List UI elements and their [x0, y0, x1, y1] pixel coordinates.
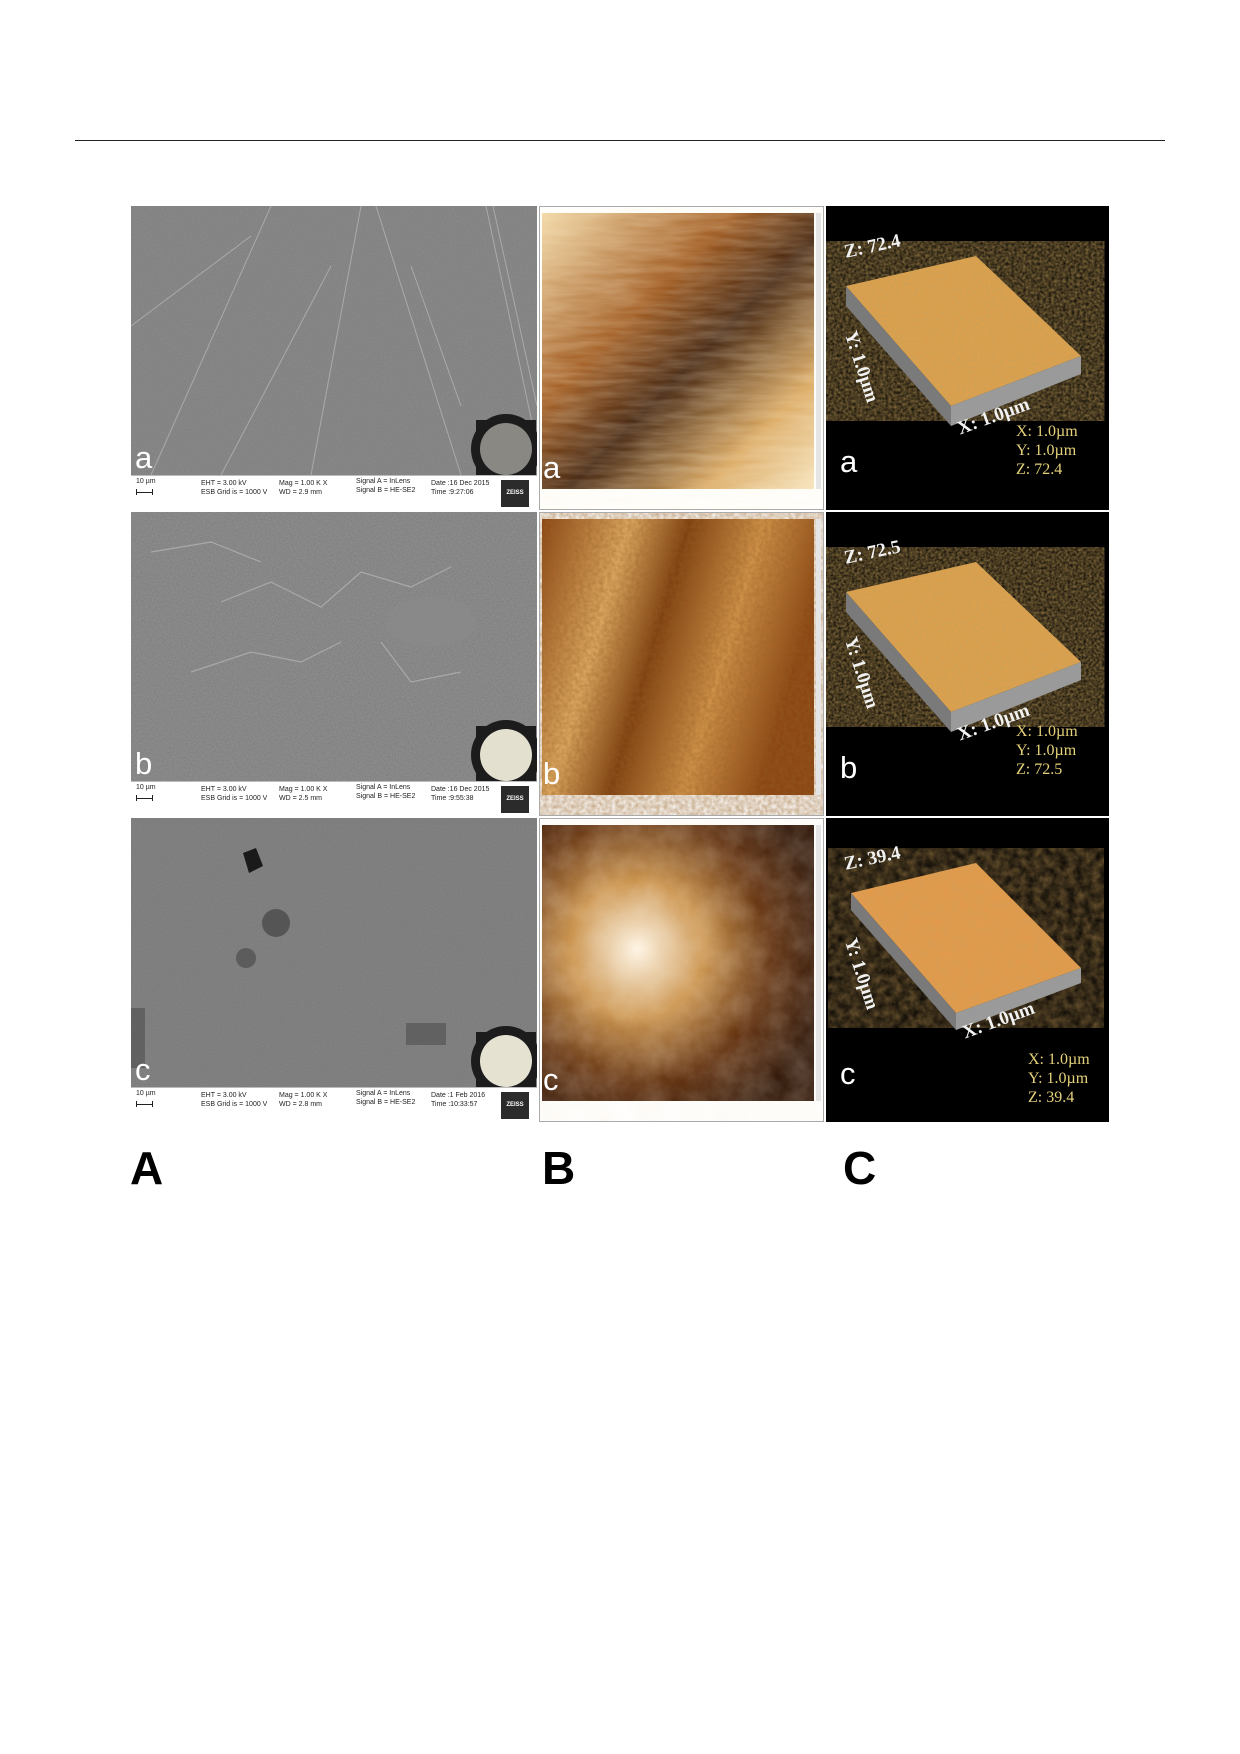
sem-signal-a: Signal A = InLens — [356, 1090, 411, 1097]
sem-date: Date :16 Dec 2015 — [431, 786, 490, 793]
y-readout: Y: 1.0µm — [1016, 442, 1077, 459]
column-label-A: A — [130, 1142, 164, 1194]
panel-label-sem-a: a — [135, 440, 153, 475]
zeiss-logo: ZEISS — [501, 480, 529, 507]
panel-label-3d-b: b — [840, 750, 858, 785]
surface3d-plot-b — [846, 562, 1081, 732]
sem-info-bar-c: 10 µm EHT = 3.00 kV ESB Grid is = 1000 V… — [131, 1087, 537, 1122]
scale-bar-icon — [136, 795, 153, 801]
sem-signal-b: Signal B = HE-SE2 — [356, 793, 416, 800]
y-readout: Y: 1.0µm — [1016, 742, 1077, 759]
sem-scale-text: 10 µm — [136, 784, 156, 791]
sem-micrograph-c — [131, 818, 537, 1087]
xyz-readout: X: 1.0µm Y: 1.0µm Z: 39.4 — [1028, 1050, 1090, 1107]
sem-info-bar-a: 10 µm EHT = 3.00 kV ESB Grid is = 1000 V… — [131, 475, 537, 510]
sem-signal-a: Signal A = InLens — [356, 784, 411, 791]
sample-disk-c — [480, 1035, 532, 1087]
afm-panel-a: a — [539, 206, 824, 510]
sem-scale-text: 10 µm — [136, 1090, 156, 1097]
sem-panel-a: a 10 µm EHT = 3.00 kV ESB Grid is = 1000… — [131, 206, 537, 510]
panel-label-afm-c: c — [543, 1062, 559, 1097]
sem-info-bar-b: 10 µm EHT = 3.00 kV ESB Grid is = 1000 V… — [131, 781, 537, 816]
sem-time: Time :10:33:57 — [431, 1101, 478, 1108]
afm-height-map-c — [542, 825, 821, 1101]
sem-signal-b: Signal B = HE-SE2 — [356, 487, 416, 494]
sem-wd: WD = 2.5 mm — [279, 795, 322, 802]
sem-mag: Mag = 1.00 K X — [279, 480, 328, 487]
header-rule — [75, 140, 1165, 141]
surface3d-panel-c: Z: 39.4 Y: 1.0µm X: 1.0µm X: 1.0µm Y: 1.… — [826, 818, 1109, 1122]
surface3d-plot-c — [851, 863, 1081, 1030]
sem-eht: EHT = 3.00 kV — [201, 1092, 247, 1099]
sem-esb: ESB Grid is = 1000 V — [201, 489, 268, 496]
xyz-readout: X: 1.0µm Y: 1.0µm Z: 72.4 — [1016, 422, 1078, 479]
panel-label-3d-c: c — [840, 1056, 856, 1091]
z-readout: Z: 72.4 — [1016, 461, 1063, 478]
surface3d-panel-a: Z: 72.4 Y: 1.0µm X: 1.0µm X: 1.0µm Y: 1.… — [826, 206, 1109, 510]
sem-scale-text: 10 µm — [136, 478, 156, 485]
scale-bar-icon — [136, 1101, 153, 1107]
panel-label-3d-a: a — [840, 444, 858, 479]
sem-date: Date :16 Dec 2015 — [431, 480, 490, 487]
x-readout: X: 1.0µm — [1016, 423, 1078, 440]
afm-height-map-a — [542, 213, 821, 489]
z-readout: Z: 39.4 — [1028, 1089, 1075, 1106]
sem-time: Time :9:55:38 — [431, 795, 474, 802]
z-readout: Z: 72.5 — [1016, 761, 1063, 778]
sem-mag: Mag = 1.00 K X — [279, 786, 328, 793]
panel-label-afm-a: a — [543, 450, 561, 485]
zeiss-logo: ZEISS — [501, 1092, 529, 1119]
sem-micrograph-a — [131, 206, 537, 475]
sem-mag: Mag = 1.00 K X — [279, 1092, 328, 1099]
x-readout: X: 1.0µm — [1016, 723, 1078, 740]
column-label-C: C — [843, 1142, 877, 1194]
sem-eht: EHT = 3.00 kV — [201, 786, 247, 793]
x-readout: X: 1.0µm — [1028, 1051, 1090, 1068]
sem-eht: EHT = 3.00 kV — [201, 480, 247, 487]
surface3d-plot-a — [846, 256, 1081, 426]
sem-wd: WD = 2.8 mm — [279, 1101, 322, 1108]
xyz-readout: X: 1.0µm Y: 1.0µm Z: 72.5 — [1016, 722, 1078, 779]
scale-bar-icon — [136, 489, 153, 495]
sample-disk-a — [480, 423, 532, 475]
sem-signal-a: Signal A = InLens — [356, 478, 411, 485]
afm-panel-c: c — [539, 818, 824, 1122]
y-readout: Y: 1.0µm — [1028, 1070, 1089, 1087]
sem-esb: ESB Grid is = 1000 V — [201, 1101, 268, 1108]
panel-label-sem-b: b — [135, 746, 153, 781]
afm-panel-b: b — [539, 512, 824, 816]
panel-label-afm-b: b — [543, 756, 561, 791]
surface3d-panel-b: Z: 72.5 Y: 1.0µm X: 1.0µm X: 1.0µm Y: 1.… — [826, 512, 1109, 816]
sample-disk-b — [480, 729, 532, 781]
sem-esb: ESB Grid is = 1000 V — [201, 795, 268, 802]
sem-panel-b: b 10 µm EHT = 3.00 kV ESB Grid is = 1000… — [131, 512, 537, 816]
sem-time: Time :9:27:06 — [431, 489, 474, 496]
sem-signal-b: Signal B = HE-SE2 — [356, 1099, 416, 1106]
afm-height-map-b — [542, 519, 821, 795]
sem-date: Date :1 Feb 2016 — [431, 1092, 486, 1099]
column-label-B: B — [542, 1142, 576, 1194]
sem-panel-c: c 10 µm EHT = 3.00 kV ESB Grid is = 1000… — [131, 818, 537, 1122]
panel-label-sem-c: c — [135, 1052, 151, 1087]
zeiss-logo: ZEISS — [501, 786, 529, 813]
sem-micrograph-b — [131, 512, 537, 781]
sem-wd: WD = 2.9 mm — [279, 489, 322, 496]
